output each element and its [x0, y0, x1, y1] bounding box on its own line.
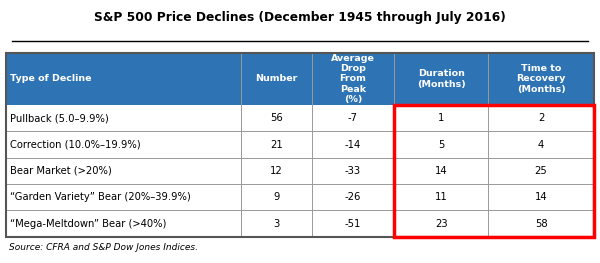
Bar	[6, 158, 594, 184]
Text: 11: 11	[435, 192, 448, 202]
Bar	[6, 53, 594, 105]
Text: Source: CFRA and S&P Dow Jones Indices.: Source: CFRA and S&P Dow Jones Indices.	[9, 244, 198, 252]
Bar	[6, 184, 594, 210]
Text: “Garden Variety” Bear (20%–39.9%): “Garden Variety” Bear (20%–39.9%)	[10, 192, 191, 202]
Text: Average
Drop
From
Peak
(%): Average Drop From Peak (%)	[331, 54, 375, 104]
Text: 14: 14	[435, 166, 448, 176]
Text: “Mega-Meltdown” Bear (>40%): “Mega-Meltdown” Bear (>40%)	[10, 219, 167, 229]
Text: 4: 4	[538, 140, 544, 150]
Text: 21: 21	[270, 140, 283, 150]
Text: 14: 14	[535, 192, 547, 202]
Text: S&P 500 Price Declines (December 1945 through July 2016): S&P 500 Price Declines (December 1945 th…	[94, 11, 506, 23]
Text: 3: 3	[274, 219, 280, 229]
Text: Type of Decline: Type of Decline	[10, 74, 92, 83]
Text: -26: -26	[345, 192, 361, 202]
Text: -14: -14	[345, 140, 361, 150]
Text: 23: 23	[435, 219, 448, 229]
Bar	[394, 105, 594, 237]
Text: 1: 1	[438, 113, 445, 123]
Text: -33: -33	[345, 166, 361, 176]
Text: 9: 9	[273, 192, 280, 202]
Text: 56: 56	[270, 113, 283, 123]
Text: Pullback (5.0–9.9%): Pullback (5.0–9.9%)	[10, 113, 109, 123]
Bar	[6, 210, 594, 237]
Text: Number: Number	[255, 74, 298, 83]
Text: 58: 58	[535, 219, 547, 229]
Text: 2: 2	[538, 113, 544, 123]
Text: Correction (10.0%–19.9%): Correction (10.0%–19.9%)	[10, 140, 141, 150]
Text: Bear Market (>20%): Bear Market (>20%)	[10, 166, 112, 176]
Bar	[6, 132, 594, 158]
Bar	[6, 53, 594, 237]
Text: Duration
(Months): Duration (Months)	[417, 69, 466, 89]
Bar	[6, 105, 594, 132]
Text: 12: 12	[270, 166, 283, 176]
Text: 25: 25	[535, 166, 547, 176]
Text: -7: -7	[348, 113, 358, 123]
Text: 5: 5	[438, 140, 445, 150]
Text: Time to
Recovery
(Months): Time to Recovery (Months)	[517, 64, 566, 94]
Text: -51: -51	[345, 219, 361, 229]
